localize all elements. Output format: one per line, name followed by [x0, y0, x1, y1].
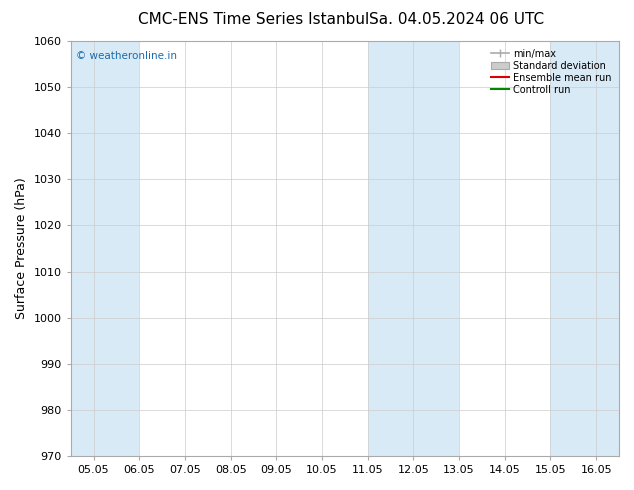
Bar: [596, 41, 619, 456]
Bar: [413, 41, 459, 456]
Text: © weatheronline.in: © weatheronline.in: [76, 51, 177, 61]
Text: CMC-ENS Time Series Istanbul: CMC-ENS Time Series Istanbul: [138, 12, 369, 27]
Y-axis label: Surface Pressure (hPa): Surface Pressure (hPa): [15, 178, 28, 319]
Legend: min/max, Standard deviation, Ensemble mean run, Controll run: min/max, Standard deviation, Ensemble me…: [488, 46, 614, 98]
Text: Sa. 04.05.2024 06 UTC: Sa. 04.05.2024 06 UTC: [369, 12, 544, 27]
Bar: [94, 41, 139, 456]
Bar: [368, 41, 413, 456]
Bar: [71, 41, 94, 456]
Bar: [550, 41, 596, 456]
